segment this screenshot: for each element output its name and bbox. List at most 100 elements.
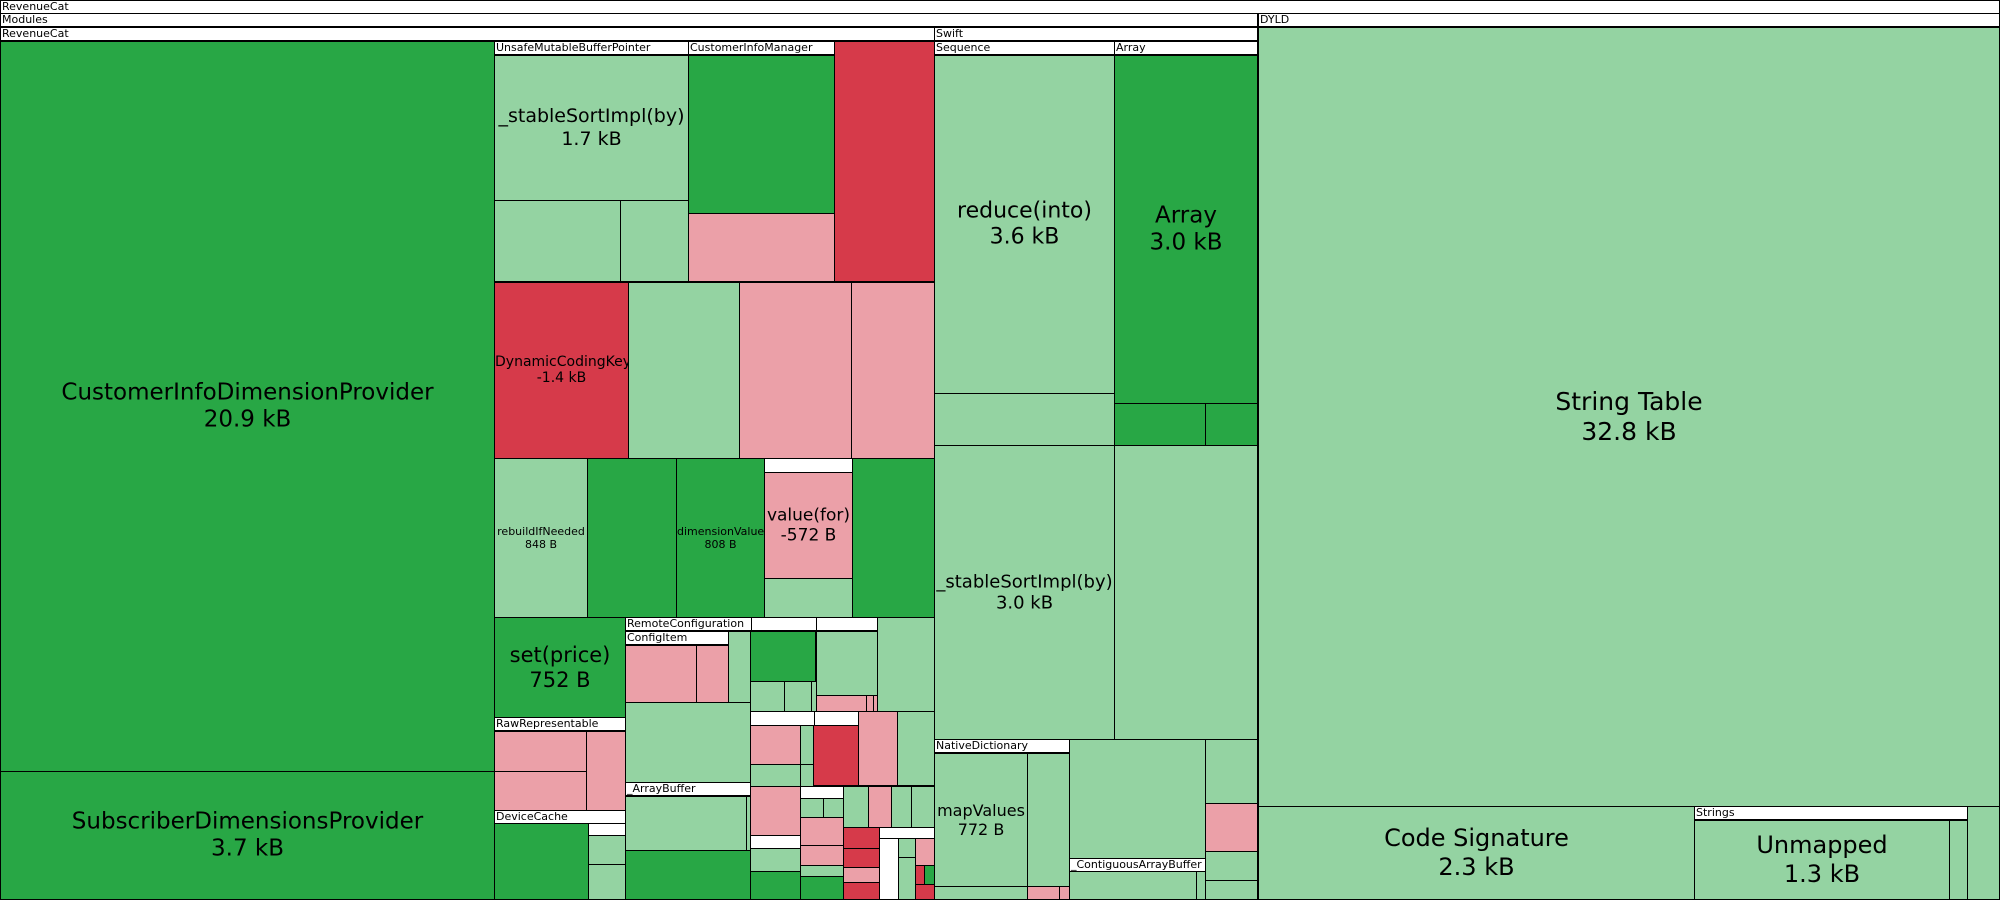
treemap-cell[interactable] — [628, 282, 740, 459]
treemap-cell[interactable] — [728, 631, 751, 703]
treemap-cell[interactable] — [915, 884, 935, 900]
treemap-cell[interactable] — [1027, 886, 1060, 900]
treemap-cell[interactable] — [586, 731, 626, 811]
treemap-cell[interactable] — [1967, 806, 2000, 900]
group-header-array-buffer[interactable]: _ArrayBuffer — [625, 782, 751, 796]
group-header-contiguous-array-buffer[interactable]: _ContiguousArrayBuffer — [1069, 858, 1206, 872]
cell-reduce-into[interactable]: reduce(into) 3.6 kB — [934, 55, 1115, 394]
treemap-cell[interactable] — [1205, 403, 1258, 446]
treemap-cell[interactable] — [1059, 886, 1070, 900]
treemap-cell[interactable] — [816, 695, 867, 712]
treemap-cell[interactable] — [764, 458, 853, 473]
cell-stablesortimpl-by[interactable]: _stableSortImpl(by) 3.0 kB — [934, 445, 1115, 740]
treemap-cell[interactable] — [764, 578, 853, 618]
treemap-cell[interactable] — [898, 838, 916, 858]
cell-code-signature[interactable]: Code Signature 2.3 kB — [1258, 806, 1695, 900]
treemap-cell[interactable] — [1114, 445, 1258, 740]
treemap-cell[interactable] — [750, 835, 801, 849]
group-header-modules[interactable]: Modules — [0, 13, 1258, 27]
treemap-cell[interactable] — [494, 200, 621, 282]
treemap-cell[interactable] — [911, 786, 935, 828]
group-header-dyld[interactable]: DYLD — [1258, 13, 2000, 27]
treemap-cell[interactable] — [816, 631, 878, 696]
treemap-cell[interactable] — [494, 731, 587, 772]
cell-array[interactable]: Array 3.0 kB — [1114, 55, 1258, 404]
group-header-config-item[interactable]: ConfigItem — [625, 631, 729, 645]
treemap-cell[interactable] — [750, 725, 801, 765]
cell-mapvalues[interactable]: mapValues 772 B — [934, 753, 1028, 887]
treemap-cell[interactable] — [934, 886, 1028, 900]
group-header-strings[interactable]: Strings — [1694, 806, 1968, 820]
treemap-cell[interactable] — [891, 786, 912, 828]
treemap-cell[interactable] — [688, 55, 835, 214]
treemap-cell[interactable] — [1205, 803, 1258, 852]
treemap-cell[interactable] — [800, 845, 844, 866]
treemap-cell[interactable] — [800, 798, 824, 818]
treemap-cell[interactable] — [750, 871, 801, 900]
treemap-cell[interactable] — [494, 771, 587, 811]
cell-dimensionvalue[interactable]: dimensionValue 808 B — [676, 458, 765, 618]
treemap-cell[interactable] — [1069, 871, 1197, 900]
group-header-customer-info-manager[interactable]: CustomerInfoManager — [688, 41, 835, 55]
treemap-cell[interactable] — [843, 882, 880, 900]
group-header-array[interactable]: Array — [1114, 41, 1258, 55]
treemap-cell[interactable] — [750, 631, 816, 682]
treemap-cell[interactable] — [879, 838, 899, 900]
group-header-swift[interactable]: Swift — [934, 27, 1258, 41]
treemap-cell[interactable] — [1069, 739, 1206, 859]
treemap-cell[interactable] — [1205, 880, 1258, 900]
cell-stablesortimpl-by[interactable]: _stableSortImpl(by) 1.7 kB — [494, 55, 689, 201]
treemap-cell[interactable] — [897, 711, 935, 786]
treemap-cell[interactable] — [750, 711, 815, 726]
treemap-cell[interactable] — [620, 200, 689, 282]
cell-unmapped[interactable]: Unmapped 1.3 kB — [1694, 820, 1950, 900]
treemap-cell[interactable] — [816, 617, 878, 631]
group-header-device-cache[interactable]: DeviceCache — [494, 810, 626, 824]
treemap-cell[interactable] — [800, 876, 844, 900]
treemap-cell[interactable] — [625, 702, 751, 783]
group-header-revenuecat-root[interactable]: RevenueCat — [0, 0, 2000, 14]
treemap-cell[interactable] — [851, 282, 935, 459]
cell-customerinfodimensionprovider[interactable]: CustomerInfoDimensionProvider 20.9 kB — [0, 41, 495, 772]
treemap-cell[interactable] — [843, 848, 880, 868]
treemap-cell[interactable] — [834, 41, 935, 282]
treemap-cell[interactable] — [843, 827, 880, 849]
treemap-cell[interactable] — [814, 711, 859, 726]
treemap-cell[interactable] — [1205, 739, 1258, 804]
treemap-cell[interactable] — [750, 681, 785, 712]
treemap-cell[interactable] — [800, 725, 814, 765]
treemap-cell[interactable] — [934, 393, 1115, 446]
treemap-cell[interactable] — [494, 823, 589, 900]
group-header-native-dictionary[interactable]: NativeDictionary — [934, 739, 1070, 753]
group-header-sequence[interactable]: Sequence — [934, 41, 1115, 55]
treemap-cell[interactable] — [625, 796, 747, 851]
group-header-unsafe-mutable-buffer-pointer[interactable]: UnsafeMutableBufferPointer — [494, 41, 689, 55]
treemap-cell[interactable] — [1949, 820, 1968, 900]
treemap-cell[interactable] — [739, 282, 852, 459]
treemap-cell[interactable] — [750, 764, 801, 787]
treemap-cell[interactable] — [784, 681, 812, 712]
cell-dynamiccodingkey[interactable]: DynamicCodingKey -1.4 kB — [494, 282, 629, 459]
treemap-cell[interactable] — [625, 850, 751, 900]
treemap-cell[interactable] — [588, 864, 626, 900]
treemap-cell[interactable] — [858, 711, 898, 786]
treemap-cell[interactable] — [800, 817, 844, 846]
treemap-cell[interactable] — [1205, 851, 1258, 881]
treemap-cell[interactable] — [750, 786, 801, 836]
treemap-cell[interactable] — [588, 835, 626, 865]
cell-set-price[interactable]: set(price) 752 B — [494, 617, 626, 718]
treemap-cell[interactable] — [868, 786, 892, 828]
treemap-cell[interactable] — [1027, 753, 1070, 887]
treemap-cell[interactable] — [688, 213, 835, 282]
group-header-revenuecat[interactable]: RevenueCat — [0, 27, 935, 41]
treemap-cell[interactable] — [625, 645, 697, 703]
treemap-cell[interactable] — [898, 857, 916, 900]
cell-value-for[interactable]: value(for) -572 B — [764, 472, 853, 579]
cell-subscriberdimensionsprovider[interactable]: SubscriberDimensionsProvider 3.7 kB — [0, 771, 495, 900]
cell-rebuildifneeded[interactable]: rebuildIfNeeded 848 B — [494, 458, 588, 618]
treemap-cell[interactable] — [843, 786, 869, 828]
treemap-cell[interactable] — [813, 725, 859, 786]
treemap-cell[interactable] — [852, 458, 935, 618]
treemap-cell[interactable] — [1114, 403, 1206, 446]
treemap-cell[interactable] — [843, 867, 880, 883]
